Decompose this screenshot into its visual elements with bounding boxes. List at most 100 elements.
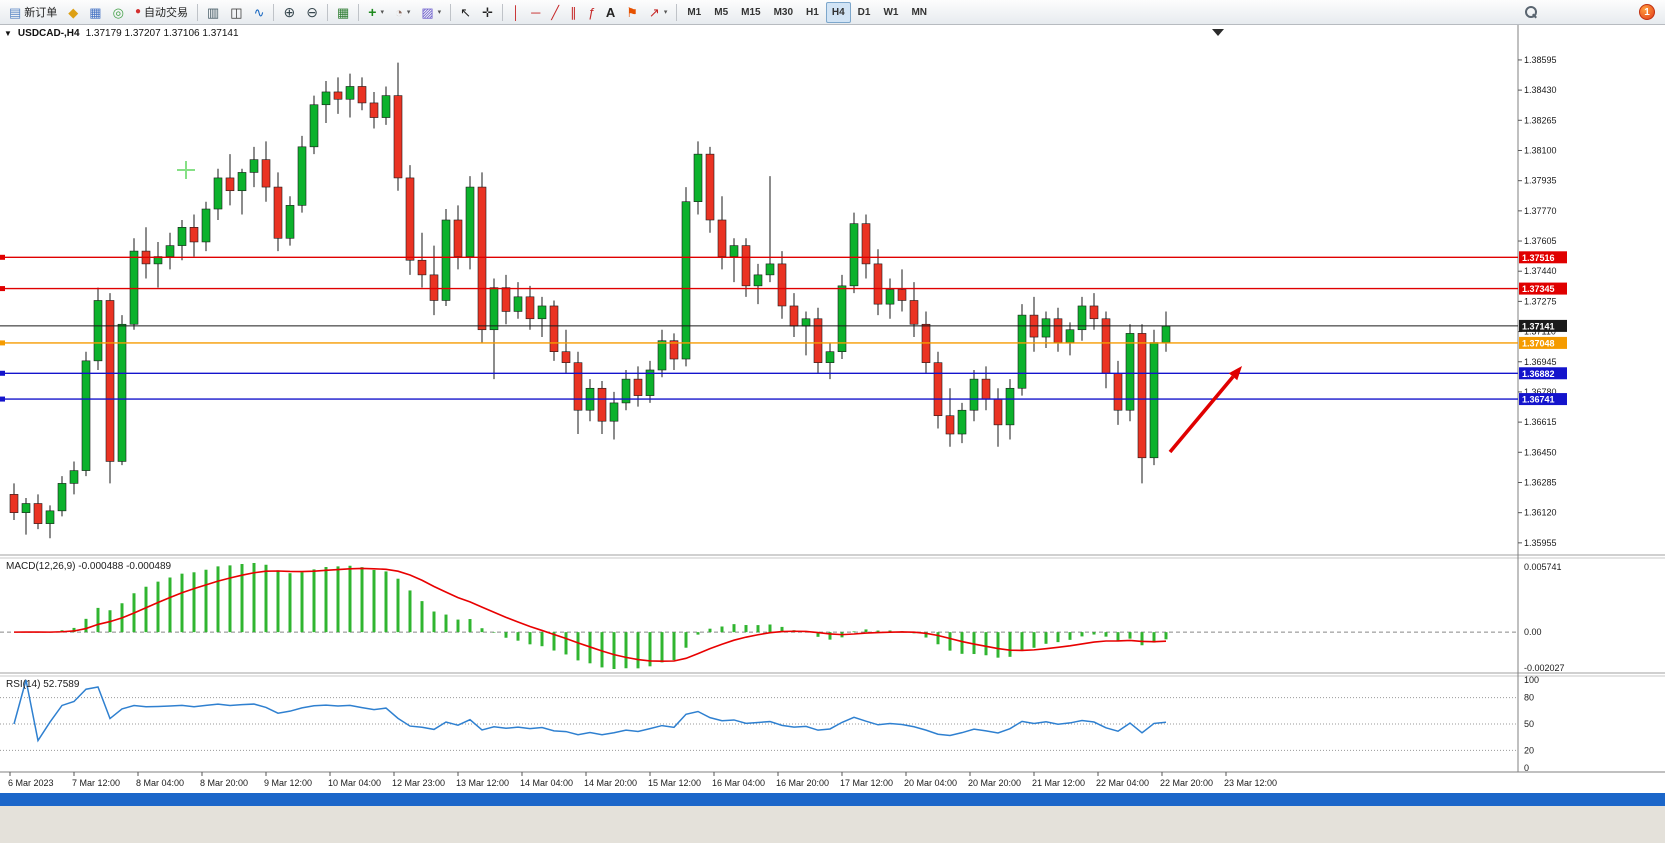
horizontal-line-button[interactable]: ─ (526, 2, 545, 23)
svg-text:7 Mar 12:00: 7 Mar 12:00 (72, 778, 120, 788)
dropdown-arrow-icon[interactable]: ▾ (663, 9, 668, 16)
cursor-icon: ↖ (460, 4, 472, 20)
crosshair-button[interactable]: ✛ (477, 2, 498, 23)
svg-text:1.36285: 1.36285 (1524, 477, 1557, 487)
rsi-axis: 100 80 50 20 0 (1524, 675, 1539, 773)
fibonacci-icon: ƒ (587, 4, 595, 20)
shapes-button[interactable]: ↗ ▾ (644, 2, 672, 23)
indicator-add-icon: + (368, 4, 377, 20)
svg-text:1.38430: 1.38430 (1524, 85, 1557, 95)
timeframe-h1-button[interactable]: H1 (806, 6, 819, 18)
svg-text:13 Mar 12:00: 13 Mar 12:00 (456, 778, 509, 788)
timeframe-h4-button[interactable]: H4 (825, 1, 851, 23)
svg-text:8 Mar 20:00: 8 Mar 20:00 (200, 778, 248, 788)
fibonacci-button[interactable]: ƒ (583, 2, 600, 23)
chart-ohlc-values: 1.37179 1.37207 1.37106 1.37141 (85, 28, 239, 39)
new-order-button-label: 新订单 (24, 7, 58, 19)
bottom-blue-bar (0, 793, 1665, 806)
dropdown-arrow-icon[interactable]: ▾ (406, 9, 411, 16)
rsi-line (13, 679, 1167, 743)
svg-text:1.37935: 1.37935 (1524, 176, 1557, 186)
price-axis[interactable]: 1.38595 1.38430 1.38265 1.38100 1.37935 1.377… (1518, 55, 1557, 548)
cross-marker-annotation[interactable] (177, 161, 195, 179)
line-chart-button[interactable]: ∿ (249, 2, 270, 23)
svg-text:1.38100: 1.38100 (1524, 145, 1557, 155)
zoom-in-button[interactable]: ⊕ (278, 2, 300, 23)
period-button[interactable]: ◔ ▾ (390, 2, 415, 23)
svg-text:1.36882: 1.36882 (1522, 369, 1555, 379)
svg-text:-0.002027: -0.002027 (1524, 663, 1565, 673)
timeframe-m5-button[interactable]: M5 (714, 6, 729, 18)
gold-coin-icon: ◆ (68, 4, 79, 20)
svg-text:50: 50 (1524, 719, 1534, 729)
svg-text:1.37345: 1.37345 (1522, 284, 1555, 294)
chart-report-icon: ▦ (89, 4, 102, 20)
candles-icon: ◫ (230, 4, 243, 20)
chart-symbol-timeframe: USDCAD-,H4 (17, 28, 80, 39)
line-chart-icon: ∿ (253, 4, 265, 20)
cursor-button[interactable]: ↖ (455, 2, 476, 23)
candlestick-chart-button[interactable]: ◫ (225, 2, 247, 23)
svg-text:100: 100 (1524, 675, 1539, 685)
deposit-button[interactable]: ◆ (63, 2, 83, 23)
notification-badge[interactable]: 1 (1639, 4, 1655, 20)
timeframe-mn-button[interactable]: MN (911, 6, 927, 18)
svg-text:1.36780: 1.36780 (1524, 387, 1557, 397)
timeframe-m1-button[interactable]: M1 (687, 6, 702, 18)
svg-text:0.005741: 0.005741 (1524, 562, 1562, 572)
channel-button[interactable]: ∥ (565, 2, 582, 23)
new-order-button[interactable]: ▤ 新订单 (4, 2, 62, 23)
trendline-button[interactable]: ╱ (546, 2, 564, 23)
text-icon: A (605, 4, 616, 20)
time-axis[interactable]: 6 Mar 2023 7 Mar 12:00 8 Mar 04:00 8 Mar 20… (8, 772, 1277, 788)
resistance-line-2-tag (1519, 282, 1567, 295)
dropdown-arrow-icon[interactable]: ▾ (380, 9, 384, 16)
svg-text:6 Mar 2023: 6 Mar 2023 (8, 778, 54, 788)
bar-chart-button[interactable]: ▥ (202, 2, 224, 23)
zoom-out-button[interactable]: ⊖ (301, 2, 323, 23)
order-form-icon: ▤ (9, 4, 22, 20)
timeframe-m30-button[interactable]: M30 (773, 6, 794, 18)
chart-shift-marker[interactable] (1212, 29, 1224, 36)
pivot-line-tag (1519, 336, 1567, 349)
timeframe-d1-button[interactable]: D1 (857, 6, 871, 18)
candlestick-series (9, 62, 1171, 539)
svg-text:14 Mar 20:00: 14 Mar 20:00 (584, 778, 637, 788)
autotrading-button-label: 自动交易 (143, 7, 188, 19)
label-button[interactable]: ⚑ (621, 2, 643, 23)
svg-text:1.36945: 1.36945 (1524, 357, 1557, 367)
svg-text:1.37141: 1.37141 (1522, 321, 1555, 331)
add-indicator-button[interactable]: + ▾ (363, 2, 389, 23)
svg-text:80: 80 (1524, 693, 1534, 703)
bottom-gray-strip (0, 806, 1665, 843)
search-icon[interactable] (1525, 5, 1538, 19)
rsi-label: RSI(14) 52.7589 (6, 679, 80, 690)
template-button[interactable]: ▨ ▾ (416, 2, 446, 23)
chart-window-button[interactable]: ▦ (84, 2, 106, 23)
level-lines[interactable]: 1.37516 1.37345 1.37048 1.36882 1.36741 1.371… (0, 251, 1567, 406)
tile-windows-button[interactable]: ▦ (332, 2, 354, 23)
autotrading-button[interactable]: ● 自动交易 (130, 2, 193, 23)
svg-text:1.36120: 1.36120 (1524, 508, 1557, 518)
svg-text:8 Mar 04:00: 8 Mar 04:00 (136, 778, 184, 788)
tile-icon: ▦ (336, 4, 350, 20)
text-button[interactable]: A (601, 2, 620, 23)
dropdown-arrow-icon[interactable]: ▾ (437, 9, 442, 16)
svg-text:1.37605: 1.37605 (1524, 236, 1557, 246)
svg-text:21 Mar 12:00: 21 Mar 12:00 (1032, 778, 1085, 788)
timeframe-m15-button[interactable]: M15 (741, 6, 761, 18)
svg-text:15 Mar 12:00: 15 Mar 12:00 (648, 778, 701, 788)
trendline-icon: ╱ (551, 4, 560, 20)
toolbar-separator (326, 3, 328, 21)
shapes-icon: ↗ (648, 4, 660, 20)
vertical-line-button[interactable]: │ (507, 2, 525, 23)
svg-text:1.38595: 1.38595 (1524, 55, 1557, 65)
chart-menu-icon[interactable]: ▼ (4, 29, 12, 38)
timeframe-w1-button[interactable]: W1 (883, 6, 899, 18)
svg-text:16 Mar 20:00: 16 Mar 20:00 (776, 778, 829, 788)
svg-text:14 Mar 04:00: 14 Mar 04:00 (520, 778, 573, 788)
svg-text:1.38265: 1.38265 (1524, 115, 1557, 125)
trend-arrow-annotation[interactable] (1168, 366, 1242, 454)
support-button[interactable]: ◎ (108, 2, 129, 23)
